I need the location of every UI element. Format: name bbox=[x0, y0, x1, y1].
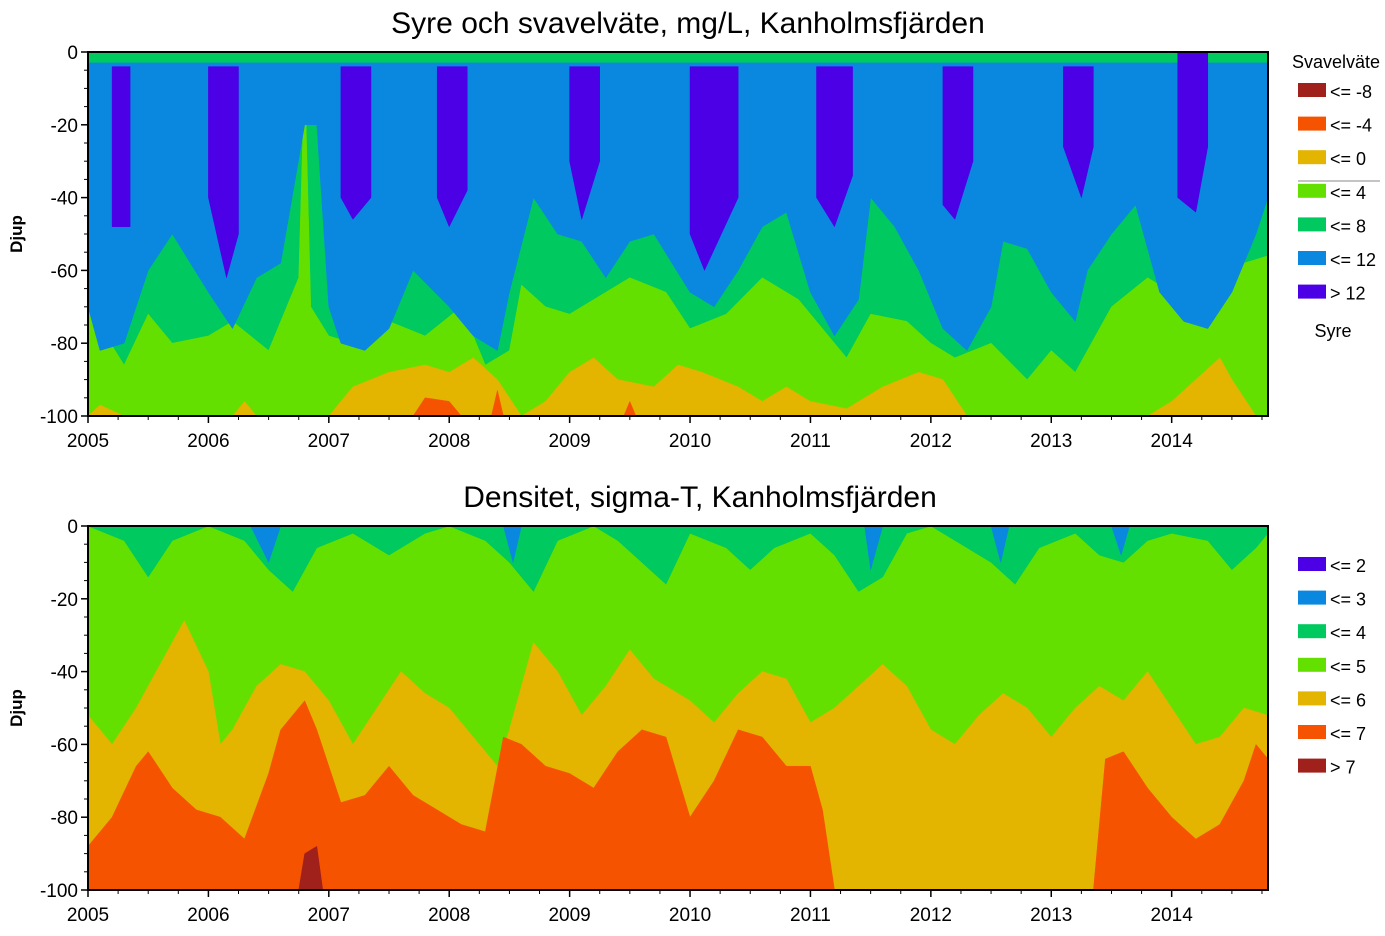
legend-title-top: Svavelväte bbox=[1292, 52, 1380, 72]
legend-label: <= -8 bbox=[1330, 82, 1372, 102]
legend: Svavelväte Syre <= -8 <= -4 <= 0 <= 4 <= 8 <=… bbox=[1292, 52, 1380, 341]
contour-band bbox=[250, 526, 281, 564]
contour-band bbox=[1063, 66, 1094, 199]
y-axis: 0 -20 -40 -60 -80 -100 bbox=[40, 517, 88, 902]
legend-label: <= 0 bbox=[1330, 149, 1366, 169]
legend-swatch bbox=[1298, 557, 1326, 571]
y-tick-label: -20 bbox=[51, 590, 78, 611]
chart-title: Syre och svavelväte, mg/L, Kanholmsfjärd… bbox=[391, 7, 985, 40]
x-axis: 2005 2006 2007 2008 2009 2010 2011 2012 2013 2014 bbox=[67, 416, 1263, 452]
legend-swatch bbox=[1298, 116, 1326, 131]
contour-band bbox=[208, 66, 239, 278]
contour-band bbox=[88, 357, 1268, 416]
x-tick-label: 2010 bbox=[669, 905, 711, 926]
x-tick-label: 2011 bbox=[790, 431, 831, 452]
legend-swatch bbox=[1298, 657, 1326, 672]
x-tick-label: 2006 bbox=[187, 905, 229, 926]
x-tick-label: 2008 bbox=[428, 431, 470, 452]
x-tick-label: 2006 bbox=[187, 431, 229, 452]
legend-title-bottom: Syre bbox=[1314, 321, 1351, 341]
x-tick-label: 2013 bbox=[1030, 431, 1072, 452]
y-tick-label: -100 bbox=[40, 881, 78, 902]
y-tick-label: -60 bbox=[51, 261, 78, 282]
legend-swatch bbox=[1298, 590, 1326, 605]
x-tick-label: 2012 bbox=[910, 905, 952, 926]
contour-band bbox=[111, 66, 131, 227]
x-tick-label: 2013 bbox=[1030, 905, 1072, 926]
legend-label: <= 5 bbox=[1330, 657, 1366, 677]
legend-swatch bbox=[1298, 150, 1326, 165]
legend-label: <= 8 bbox=[1330, 216, 1366, 236]
x-tick-label: 2005 bbox=[67, 431, 109, 452]
x-tick-label: 2009 bbox=[548, 905, 590, 926]
legend-swatch bbox=[1298, 284, 1326, 299]
legend-swatch bbox=[1298, 83, 1326, 97]
contour-band bbox=[88, 526, 1268, 592]
contour-band bbox=[816, 66, 853, 228]
contour-band bbox=[503, 526, 522, 563]
legend-label: <= 12 bbox=[1330, 250, 1376, 270]
contour-band bbox=[340, 66, 372, 220]
x-tick-label: 2005 bbox=[67, 905, 109, 926]
plot-area bbox=[88, 526, 1268, 890]
y-tick-label: -100 bbox=[40, 407, 78, 428]
contour-band bbox=[942, 66, 974, 220]
contour-band bbox=[298, 845, 324, 890]
y-axis-label: Djup bbox=[7, 215, 26, 253]
contour-band bbox=[1177, 52, 1209, 213]
legend-label: > 12 bbox=[1330, 284, 1366, 304]
legend-swatch bbox=[1298, 725, 1326, 739]
contour-band bbox=[1111, 526, 1130, 556]
legend-label: <= 2 bbox=[1330, 556, 1366, 576]
oxygen-chart: Syre och svavelväte, mg/L, Kanholmsfjärd… bbox=[7, 7, 1380, 452]
x-axis: 2005 2006 2007 2008 2009 2010 2011 2012 2013 2014 bbox=[67, 890, 1263, 926]
x-tick-label: 2009 bbox=[548, 431, 590, 452]
legend-label: <= 6 bbox=[1330, 690, 1366, 710]
contour-band bbox=[864, 526, 883, 570]
density-chart: Densitet, sigma-T, Kanholmsfjärden 2005 2… bbox=[7, 481, 1366, 926]
legend-swatch bbox=[1298, 691, 1326, 706]
plot-area bbox=[88, 52, 1268, 416]
legend-label: <= 7 bbox=[1330, 724, 1366, 744]
contour-band bbox=[88, 700, 1268, 890]
x-tick-label: 2014 bbox=[1151, 905, 1194, 926]
contour-band bbox=[412, 390, 637, 416]
y-axis-label: Djup bbox=[7, 689, 26, 727]
x-tick-label: 2008 bbox=[428, 905, 470, 926]
legend-swatch bbox=[1298, 251, 1326, 265]
legend-label: <= 3 bbox=[1330, 590, 1366, 610]
y-tick-label: 0 bbox=[67, 43, 78, 64]
contour-band bbox=[569, 66, 600, 220]
legend-swatch bbox=[1298, 183, 1326, 198]
x-tick-label: 2010 bbox=[669, 431, 711, 452]
contour-band bbox=[990, 526, 1010, 563]
y-tick-label: -40 bbox=[51, 189, 78, 210]
legend-label: <= -4 bbox=[1330, 116, 1372, 136]
y-tick-label: -80 bbox=[51, 334, 78, 355]
chart-title: Densitet, sigma-T, Kanholmsfjärden bbox=[463, 481, 937, 514]
x-tick-label: 2011 bbox=[790, 905, 831, 926]
x-tick-label: 2007 bbox=[308, 431, 350, 452]
y-tick-label: -80 bbox=[51, 808, 78, 829]
legend-label: <= 4 bbox=[1330, 183, 1366, 203]
x-tick-label: 2012 bbox=[910, 431, 952, 452]
legend-swatch bbox=[1298, 624, 1326, 639]
legend-swatch bbox=[1298, 217, 1326, 232]
x-tick-label: 2007 bbox=[308, 905, 350, 926]
contour-band bbox=[834, 845, 944, 890]
y-tick-label: -20 bbox=[51, 116, 78, 137]
y-tick-label: 0 bbox=[67, 517, 78, 538]
legend-label: <= 4 bbox=[1330, 623, 1366, 643]
y-tick-label: -60 bbox=[51, 735, 78, 756]
legend: <= 2 <= 3 <= 4 <= 5 <= 6 <= 7 > 7 bbox=[1298, 556, 1366, 778]
legend-label: > 7 bbox=[1330, 758, 1356, 778]
contour-band bbox=[689, 66, 739, 272]
y-tick-label: -40 bbox=[51, 663, 78, 684]
x-tick-label: 2014 bbox=[1151, 431, 1194, 452]
legend-swatch bbox=[1298, 758, 1326, 773]
y-axis: 0 -20 -40 -60 -80 -100 bbox=[40, 43, 88, 428]
contour-band bbox=[436, 66, 468, 228]
